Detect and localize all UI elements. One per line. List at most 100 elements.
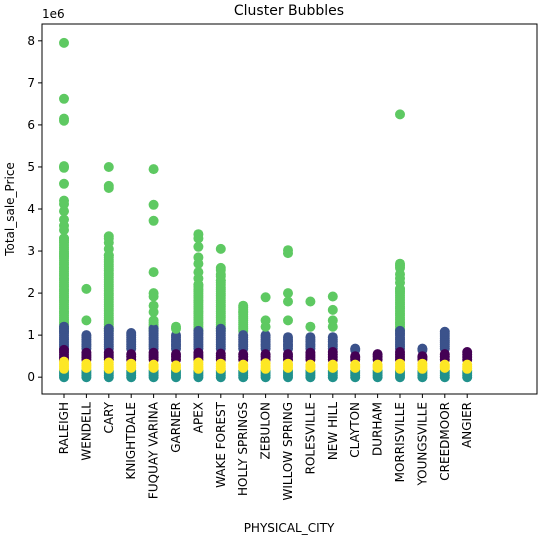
data-point-c1 <box>193 325 204 336</box>
data-point-c4 <box>81 358 92 369</box>
data-point-c1 <box>283 332 293 343</box>
data-point-c0 <box>283 349 293 360</box>
data-point-c1 <box>395 325 405 336</box>
data-point-c3 <box>81 315 92 326</box>
data-point-c1 <box>148 323 159 334</box>
data-point-c1 <box>260 330 271 341</box>
data-point-c3 <box>148 315 159 326</box>
data-point-c1 <box>327 332 338 343</box>
data-point-c3 <box>327 304 338 315</box>
data-point-c4 <box>238 359 249 370</box>
data-point-c0 <box>395 347 405 357</box>
data-point-c4 <box>350 359 361 370</box>
data-point-c3 <box>283 288 293 299</box>
data-point-c0 <box>171 349 181 360</box>
data-point-c3 <box>59 233 69 244</box>
data-point-c1 <box>59 321 69 332</box>
data-point-c1 <box>81 330 92 341</box>
data-point-c3 <box>238 307 249 317</box>
x-tick-label: YOUNGSVILLE <box>415 402 429 487</box>
data-point-c0 <box>126 349 137 360</box>
data-point-c0 <box>417 351 428 362</box>
data-point-c3 <box>260 321 271 332</box>
data-point-c0 <box>59 344 69 355</box>
data-point-c0 <box>238 349 249 360</box>
data-point-c0 <box>260 349 271 360</box>
x-tick-label: WILLOW SPRING <box>281 402 295 500</box>
data-point-c4 <box>283 358 293 369</box>
data-point-c4 <box>103 357 114 368</box>
data-point-c4 <box>462 359 473 370</box>
data-point-c0 <box>305 347 316 358</box>
data-point-c4 <box>372 359 383 370</box>
data-point-c4 <box>327 359 338 370</box>
data-point-c3 <box>148 307 159 317</box>
chart-title: Cluster Bubbles <box>234 3 344 19</box>
data-point-c1 <box>439 326 450 337</box>
data-point-c3 <box>103 183 114 193</box>
data-point-c0 <box>327 347 338 357</box>
data-point-c3 <box>148 215 159 226</box>
x-tick-label: WENDELL <box>79 402 93 461</box>
data-point-c0 <box>462 347 473 357</box>
data-point-c3 <box>283 296 293 307</box>
data-point-c3 <box>103 250 114 261</box>
y-tick-label: 7 <box>27 76 35 90</box>
data-point-c3 <box>283 248 293 259</box>
x-tick-label: ROLESVILLE <box>303 402 317 474</box>
data-point-c1 <box>215 323 226 334</box>
data-point-c0 <box>215 348 226 359</box>
x-tick-label: KNIGHTDALE <box>124 402 138 480</box>
x-axis-ticks: RALEIGH WENDELL CARY KNIGHTDALE FUQUAY VARIN… <box>57 394 474 500</box>
data-point-c1 <box>126 328 137 338</box>
x-tick-label: HOLLY SPRINGS <box>236 402 250 496</box>
x-tick-label: FUQUAY VARINA <box>147 401 161 499</box>
data-point-c3 <box>395 109 405 120</box>
data-point-c3 <box>193 279 204 290</box>
data-point-c3 <box>59 115 69 126</box>
x-tick-label: CLAYTON <box>348 402 362 458</box>
data-point-c3 <box>59 225 69 235</box>
data-point-c4 <box>171 360 181 371</box>
data-point-c3 <box>59 178 69 189</box>
data-point-c3 <box>59 93 69 104</box>
data-point-c3 <box>103 162 114 172</box>
data-point-c3 <box>260 292 271 303</box>
data-point-c3 <box>171 323 181 334</box>
data-point-c4 <box>215 358 226 369</box>
data-point-c3 <box>59 206 69 217</box>
data-point-c4 <box>305 359 316 370</box>
y-tick-label: 4 <box>27 202 35 216</box>
data-point-c4 <box>395 358 405 369</box>
x-tick-label: WAKE FOREST <box>214 401 228 488</box>
y-tick-label: 5 <box>27 160 35 174</box>
data-points <box>59 37 473 383</box>
data-point-c3 <box>215 243 226 254</box>
data-point-c4 <box>260 358 271 369</box>
y-tick-label: 3 <box>27 244 35 258</box>
x-tick-label: CREEDMOOR <box>438 402 452 481</box>
data-point-c3 <box>327 291 338 302</box>
data-point-c3 <box>148 267 159 278</box>
data-point-c0 <box>439 349 450 360</box>
data-point-c3 <box>395 283 405 294</box>
x-tick-label: ZEBULON <box>259 402 273 460</box>
data-point-c3 <box>305 296 316 307</box>
data-point-c3 <box>193 233 204 244</box>
x-tick-label: NEW HILL <box>326 402 340 460</box>
data-point-c3 <box>59 37 69 48</box>
data-point-c1 <box>305 332 316 343</box>
data-point-c3 <box>327 321 338 332</box>
data-point-c3 <box>215 275 226 286</box>
data-point-c1 <box>238 330 249 341</box>
y-tick-label: 8 <box>27 34 35 48</box>
y-axis-offset-label: 1e6 <box>42 7 65 21</box>
y-tick-label: 6 <box>27 118 35 132</box>
data-point-c0 <box>148 347 159 358</box>
x-tick-label: APEX <box>191 402 205 433</box>
y-axis-label: Total_sale_Price <box>3 162 17 257</box>
data-point-c3 <box>148 164 159 175</box>
y-tick-label: 2 <box>27 286 35 300</box>
data-point-c4 <box>148 359 159 370</box>
